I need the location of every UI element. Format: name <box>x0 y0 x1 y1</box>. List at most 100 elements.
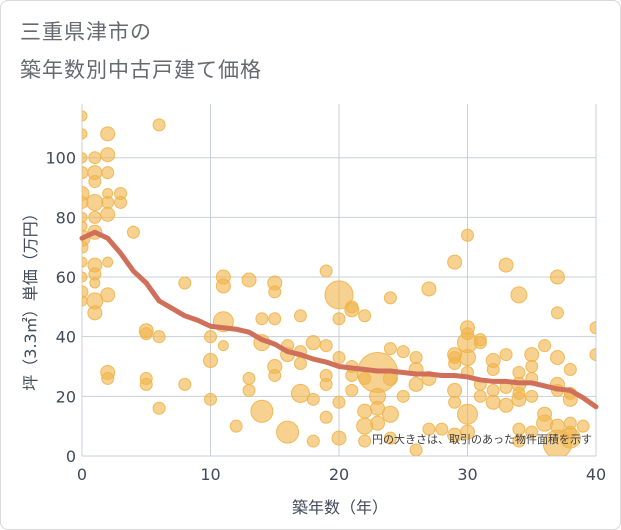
bubble-point <box>461 228 474 242</box>
bubble-point <box>82 211 88 223</box>
x-tick-label: 20 <box>329 465 349 484</box>
bubble-point <box>242 383 256 397</box>
bubble-point <box>229 419 243 433</box>
bubble-point <box>421 281 437 297</box>
x-axis-title: 築年数（年） <box>292 498 388 517</box>
bubble-point <box>332 395 346 409</box>
bubble-point <box>473 336 487 350</box>
bubble-point <box>204 392 217 406</box>
bubble-point <box>536 414 554 432</box>
bubble-point <box>589 321 596 335</box>
bubble-point <box>408 376 424 392</box>
bubble-point <box>396 345 410 359</box>
bubble-point <box>139 377 153 391</box>
bubble-point <box>87 305 103 321</box>
bubble-point <box>100 147 116 163</box>
bubble-point <box>381 405 399 423</box>
bubble-point <box>250 399 274 423</box>
bubble-point <box>293 357 307 371</box>
bubble-point <box>383 291 397 305</box>
bubble-point <box>370 415 386 431</box>
bubble-point <box>306 434 320 448</box>
bubble-point <box>358 309 372 323</box>
bubble-point <box>152 118 166 132</box>
bubble-point <box>549 269 565 285</box>
bubble-point <box>486 362 500 376</box>
bubble-point <box>101 166 115 180</box>
bubble-point <box>447 382 463 398</box>
bubble-point <box>435 422 449 436</box>
bubble-point <box>305 335 321 351</box>
bubble-point <box>204 330 217 344</box>
bubble-point <box>276 420 300 444</box>
bubble-point <box>356 417 374 435</box>
bubble-point <box>82 256 88 268</box>
bubble-point <box>293 309 307 323</box>
y-tick-label: 100 <box>45 149 76 168</box>
bubble-point <box>82 271 88 283</box>
bubble-point <box>152 330 166 344</box>
bubble-point <box>82 295 88 307</box>
bubble-point <box>498 257 514 273</box>
bubble-point <box>290 383 310 403</box>
bubble-point <box>512 365 526 379</box>
bubble-point <box>88 210 102 224</box>
bubble-point <box>485 394 501 410</box>
bubble-point <box>324 280 354 310</box>
bubble-point <box>422 422 436 436</box>
bubble-point <box>525 360 539 374</box>
x-tick-label: 0 <box>77 465 87 484</box>
trend-line <box>79 229 599 410</box>
bubble-point <box>549 350 565 366</box>
bubble-point <box>563 362 577 376</box>
y-axis-title: 坪（3.3㎡）単価（万円） <box>21 205 40 390</box>
bubble-point <box>89 277 101 289</box>
bubble-point <box>241 272 257 288</box>
bubble-point <box>306 392 320 406</box>
bubble-point <box>100 126 116 142</box>
x-tick-label: 30 <box>457 465 477 484</box>
bubble-point <box>358 434 372 448</box>
y-tick-label: 80 <box>56 208 76 227</box>
bubble-point <box>319 264 333 278</box>
bubble-point <box>448 395 462 409</box>
bubble-point <box>383 431 397 445</box>
bubble-point <box>114 195 128 209</box>
bubble-point <box>448 357 462 371</box>
bubble-point <box>524 347 540 363</box>
bubble-point <box>217 340 229 352</box>
bubble-point <box>447 254 463 270</box>
bubble-point <box>498 397 514 413</box>
bubble-point <box>486 383 500 397</box>
bubble-point <box>331 430 347 446</box>
bubble-point <box>100 287 116 303</box>
bubble-point <box>178 377 192 391</box>
bubble-point <box>268 312 282 326</box>
bubble-point <box>152 401 166 415</box>
bubble-point <box>82 240 89 254</box>
bubble-point <box>82 152 88 164</box>
bubble-point <box>538 339 552 353</box>
bubble-point <box>345 383 359 397</box>
bubble-point <box>576 419 590 433</box>
bubble-point <box>268 368 282 382</box>
bubble-point <box>559 427 581 449</box>
bubble-point <box>102 256 114 268</box>
bubble-point <box>100 206 116 222</box>
bubble-point <box>319 377 333 391</box>
bubble-point <box>409 351 423 365</box>
bubble-point <box>512 434 526 448</box>
bubble-point <box>88 175 102 189</box>
size-note: 円の大きさは、取引のあった物件面積を示す <box>372 432 592 446</box>
bubble-point <box>255 312 269 326</box>
x-tick-labels: 0 10 20 30 40 <box>77 465 606 484</box>
y-tick-label: 20 <box>56 387 76 406</box>
bubble-point <box>101 371 115 385</box>
bubble-point <box>86 193 104 211</box>
bubble-point <box>357 403 373 419</box>
bubble-point <box>510 286 528 304</box>
y-tick-label: 0 <box>66 447 76 466</box>
bubble-point <box>242 371 256 385</box>
bubble-point <box>101 195 115 209</box>
